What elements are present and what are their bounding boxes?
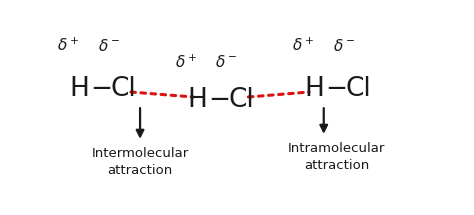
Text: Cl: Cl xyxy=(228,87,254,113)
Text: $\delta^-$: $\delta^-$ xyxy=(333,38,355,54)
Text: Cl: Cl xyxy=(346,76,372,102)
Text: H: H xyxy=(70,76,90,102)
Text: H: H xyxy=(187,87,207,113)
Text: Cl: Cl xyxy=(110,76,137,102)
Text: −: − xyxy=(326,76,347,102)
Text: $\delta^+$: $\delta^+$ xyxy=(292,37,315,54)
Text: Intramolecular
attraction: Intramolecular attraction xyxy=(288,142,385,172)
Text: $\delta^-$: $\delta^-$ xyxy=(215,54,237,70)
Text: $\delta^-$: $\delta^-$ xyxy=(98,38,120,54)
Text: Intermolecular
attraction: Intermolecular attraction xyxy=(91,147,189,177)
Text: $\delta^+$: $\delta^+$ xyxy=(57,37,80,54)
Text: $\delta^+$: $\delta^+$ xyxy=(175,54,197,71)
Text: H: H xyxy=(305,76,325,102)
Text: −: − xyxy=(208,87,230,113)
Text: −: − xyxy=(91,76,112,102)
